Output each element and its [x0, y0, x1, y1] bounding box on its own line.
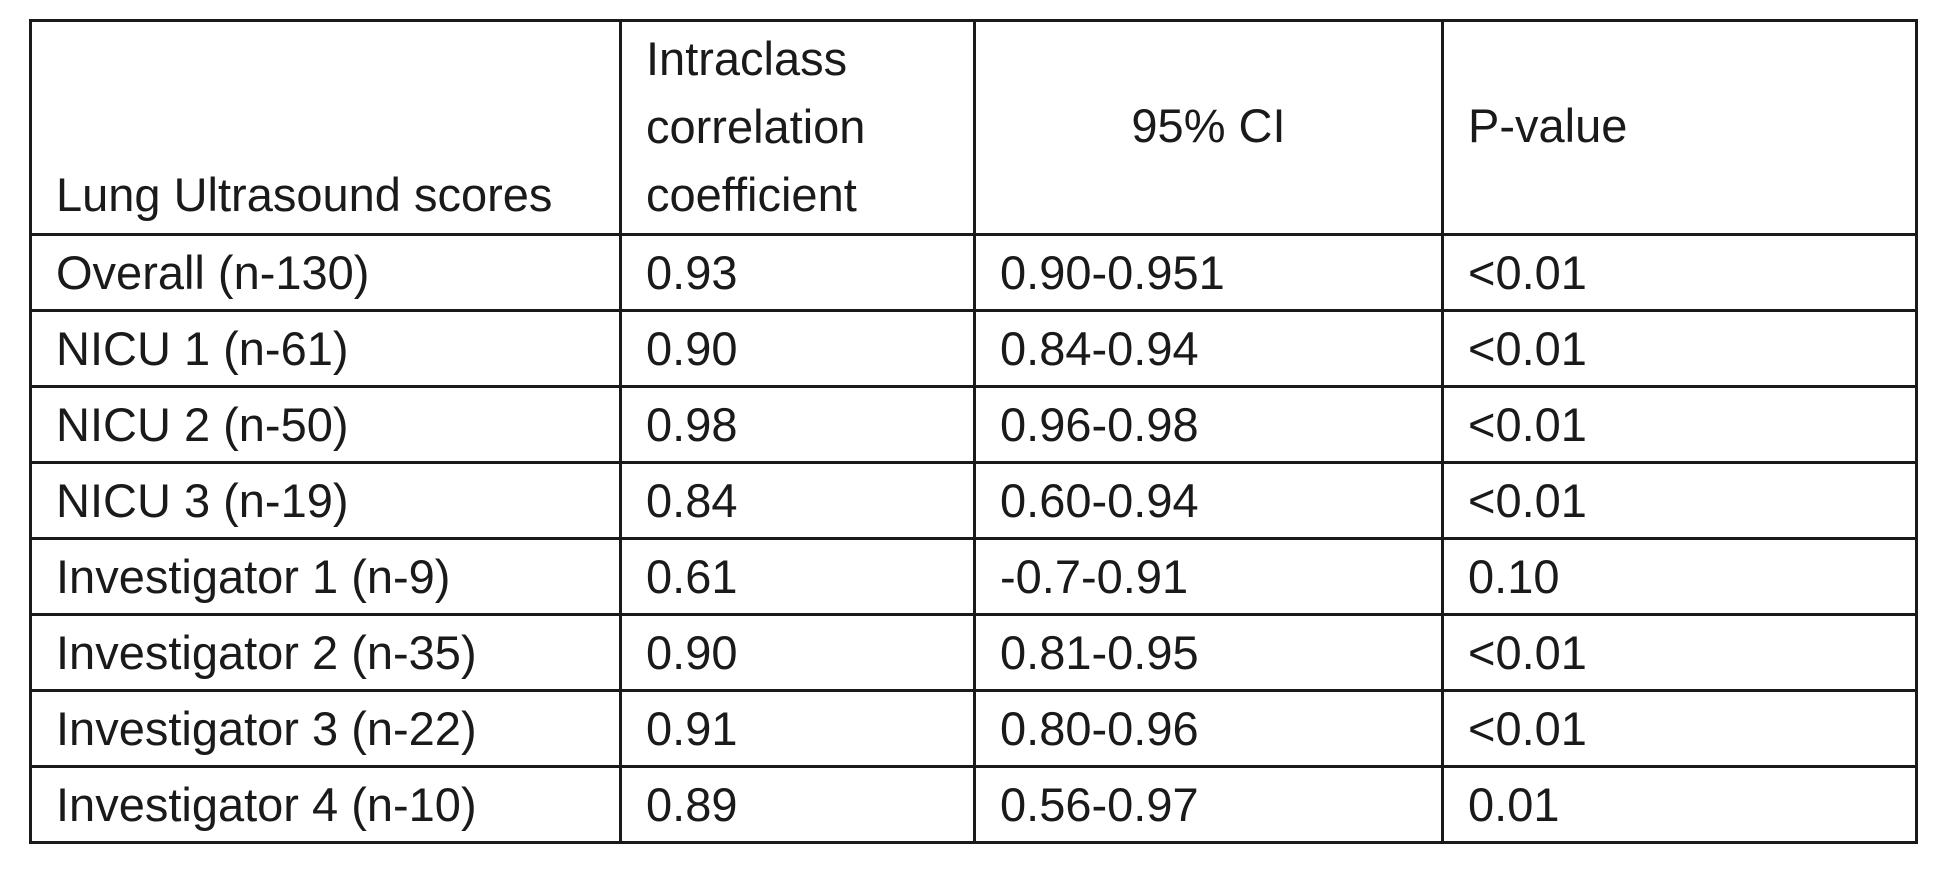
cell-ci: 0.90-0.951	[973, 233, 1444, 312]
table-row: Investigator 3 (n-22) 0.91 0.80-0.96 <0.…	[29, 689, 1918, 768]
header-p-value: P-value	[1441, 19, 1918, 236]
cell-p-value: 0.01	[1441, 765, 1918, 844]
cell-group: NICU 1 (n-61)	[29, 309, 622, 388]
table-header: Lung Ultrasound scores Intraclass correl…	[29, 19, 1918, 236]
table-body: Overall (n-130) 0.93 0.90-0.951 <0.01 NI…	[29, 233, 1918, 844]
cell-group: Investigator 3 (n-22)	[29, 689, 622, 768]
table-row: Investigator 4 (n-10) 0.89 0.56-0.97 0.0…	[29, 765, 1918, 844]
table-row: NICU 3 (n-19) 0.84 0.60-0.94 <0.01	[29, 461, 1918, 540]
table-row: NICU 2 (n-50) 0.98 0.96-0.98 <0.01	[29, 385, 1918, 464]
cell-ci: 0.96-0.98	[973, 385, 1444, 464]
cell-p-value: <0.01	[1441, 613, 1918, 692]
cell-p-value: <0.01	[1441, 385, 1918, 464]
cell-icc: 0.90	[619, 613, 976, 692]
cell-group: NICU 2 (n-50)	[29, 385, 622, 464]
cell-p-value: <0.01	[1441, 233, 1918, 312]
cell-icc: 0.90	[619, 309, 976, 388]
cell-icc: 0.89	[619, 765, 976, 844]
cell-icc: 0.61	[619, 537, 976, 616]
cell-ci: 0.84-0.94	[973, 309, 1444, 388]
header-95-ci: 95% CI	[973, 19, 1444, 236]
header-row: Lung Ultrasound scores Intraclass correl…	[29, 19, 1918, 236]
cell-group: Investigator 4 (n-10)	[29, 765, 622, 844]
cell-group: Investigator 1 (n-9)	[29, 537, 622, 616]
cell-icc: 0.84	[619, 461, 976, 540]
table-row: Investigator 1 (n-9) 0.61 -0.7-0.91 0.10	[29, 537, 1918, 616]
table-row: Investigator 2 (n-35) 0.90 0.81-0.95 <0.…	[29, 613, 1918, 692]
cell-icc: 0.91	[619, 689, 976, 768]
table-row: Overall (n-130) 0.93 0.90-0.951 <0.01	[29, 233, 1918, 312]
cell-group: NICU 3 (n-19)	[29, 461, 622, 540]
cell-ci: 0.60-0.94	[973, 461, 1444, 540]
table-row: NICU 1 (n-61) 0.90 0.84-0.94 <0.01	[29, 309, 1918, 388]
cell-ci: 0.80-0.96	[973, 689, 1444, 768]
cell-p-value: <0.01	[1441, 689, 1918, 768]
cell-ci: 0.56-0.97	[973, 765, 1444, 844]
cell-group: Investigator 2 (n-35)	[29, 613, 622, 692]
cell-icc: 0.93	[619, 233, 976, 312]
header-lung-ultrasound-scores: Lung Ultrasound scores	[29, 19, 622, 236]
cell-ci: 0.81-0.95	[973, 613, 1444, 692]
cell-group: Overall (n-130)	[29, 233, 622, 312]
cell-p-value: <0.01	[1441, 309, 1918, 388]
icc-table: Lung Ultrasound scores Intraclass correl…	[29, 19, 1918, 844]
header-intraclass-correlation-coefficient: Intraclass correlation coefficient	[619, 19, 976, 236]
cell-p-value: 0.10	[1441, 537, 1918, 616]
cell-ci: -0.7-0.91	[973, 537, 1444, 616]
cell-icc: 0.98	[619, 385, 976, 464]
cell-p-value: <0.01	[1441, 461, 1918, 540]
